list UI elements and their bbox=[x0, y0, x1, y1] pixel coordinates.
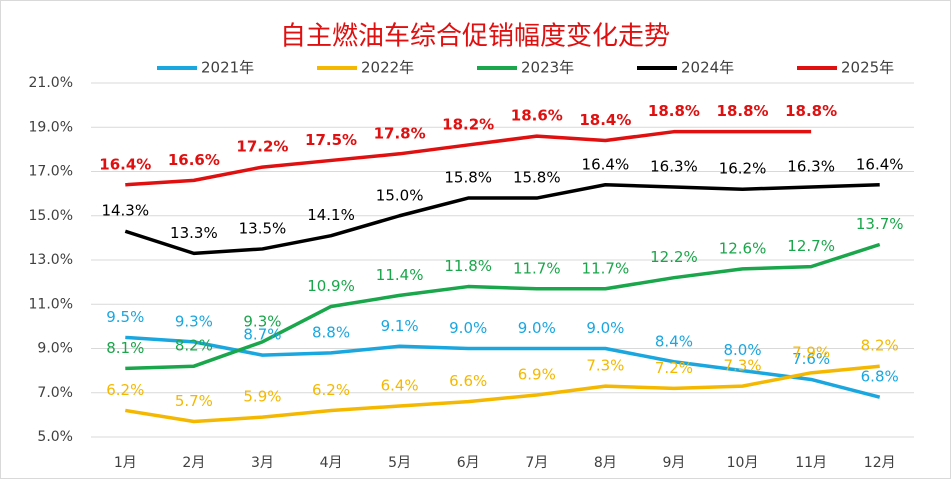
data-label: 10.9% bbox=[307, 277, 355, 295]
data-label: 18.4% bbox=[579, 111, 631, 129]
x-tick-label: 1月 bbox=[114, 455, 137, 471]
y-tick-label: 7.0% bbox=[37, 385, 73, 401]
legend-label: 2024年 bbox=[681, 59, 734, 77]
data-label: 5.7% bbox=[175, 392, 213, 410]
x-tick-label: 2月 bbox=[182, 455, 205, 471]
data-label: 16.3% bbox=[650, 157, 698, 175]
data-label: 13.3% bbox=[170, 224, 218, 242]
x-tick-label: 6月 bbox=[457, 455, 480, 471]
data-label: 8.1% bbox=[106, 339, 144, 357]
data-label: 17.2% bbox=[236, 138, 288, 156]
data-label: 18.2% bbox=[442, 115, 494, 133]
chart-title: 自主燃油车综合促销幅度变化走势 bbox=[280, 22, 670, 52]
series-line bbox=[125, 335, 881, 399]
data-label: 11.7% bbox=[582, 259, 630, 277]
data-label: 12.7% bbox=[787, 237, 835, 255]
x-tick-label: 8月 bbox=[594, 455, 617, 471]
data-label: 16.6% bbox=[168, 151, 220, 169]
data-label: 18.8% bbox=[717, 102, 769, 120]
y-tick-label: 21.0% bbox=[29, 75, 73, 91]
data-label: 13.7% bbox=[856, 215, 904, 233]
data-label: 9.0% bbox=[586, 319, 624, 337]
data-label: 9.1% bbox=[381, 317, 419, 335]
data-label: 17.5% bbox=[305, 131, 357, 149]
data-label: 18.8% bbox=[648, 102, 700, 120]
x-tick-label: 3月 bbox=[251, 455, 274, 471]
series-line bbox=[124, 183, 880, 256]
x-tick-label: 11月 bbox=[795, 455, 827, 471]
y-tick-label: 19.0% bbox=[29, 119, 73, 135]
data-label: 7.9% bbox=[792, 343, 830, 361]
data-label: 18.6% bbox=[511, 107, 563, 125]
data-label: 6.2% bbox=[106, 381, 144, 399]
y-tick-label: 5.0% bbox=[37, 429, 73, 445]
legend-label: 2021年 bbox=[201, 59, 254, 77]
x-tick-label: 7月 bbox=[525, 455, 548, 471]
data-label: 6.4% bbox=[381, 377, 419, 395]
x-tick-label: 5月 bbox=[388, 455, 411, 471]
data-label: 14.1% bbox=[307, 206, 355, 224]
series-line bbox=[125, 129, 812, 187]
data-label: 7.6% bbox=[792, 350, 830, 368]
data-label: 8.0% bbox=[723, 341, 761, 359]
data-label: 9.5% bbox=[106, 308, 144, 326]
data-label: 16.4% bbox=[856, 155, 904, 173]
data-label: 11.7% bbox=[513, 259, 561, 277]
data-label: 16.4% bbox=[582, 155, 630, 173]
series-line bbox=[125, 242, 881, 371]
data-label: 12.2% bbox=[650, 248, 698, 266]
x-tick-label: 4月 bbox=[320, 455, 343, 471]
data-label: 11.8% bbox=[444, 257, 492, 275]
x-tick-label: 12月 bbox=[864, 455, 896, 471]
data-label: 15.8% bbox=[513, 169, 561, 187]
data-label: 17.8% bbox=[374, 124, 426, 142]
x-tick-label: 10月 bbox=[727, 455, 759, 471]
data-label: 14.3% bbox=[101, 202, 149, 220]
data-label: 6.9% bbox=[518, 365, 556, 383]
data-label: 6.8% bbox=[861, 368, 899, 386]
data-label: 5.9% bbox=[243, 388, 281, 406]
data-label: 6.2% bbox=[312, 381, 350, 399]
data-label: 16.4% bbox=[99, 155, 151, 173]
data-label: 8.2% bbox=[175, 337, 213, 355]
data-label: 18.8% bbox=[785, 102, 837, 120]
data-label: 7.2% bbox=[655, 359, 693, 377]
data-label: 6.6% bbox=[449, 372, 487, 390]
data-label: 9.0% bbox=[518, 319, 556, 337]
y-tick-label: 9.0% bbox=[37, 341, 73, 357]
data-label: 16.3% bbox=[787, 157, 835, 175]
data-label: 9.3% bbox=[243, 312, 281, 330]
y-tick-label: 17.0% bbox=[29, 164, 73, 180]
data-label: 9.3% bbox=[175, 312, 213, 330]
data-label: 7.3% bbox=[586, 357, 624, 375]
data-label: 16.2% bbox=[719, 160, 767, 178]
data-label: 7.3% bbox=[723, 357, 761, 375]
legend-label: 2022年 bbox=[361, 59, 414, 77]
y-tick-label: 13.0% bbox=[29, 252, 73, 268]
data-label: 8.7% bbox=[243, 326, 281, 344]
data-label: 12.6% bbox=[719, 239, 767, 257]
legend-label: 2023年 bbox=[521, 59, 574, 77]
data-label: 8.4% bbox=[655, 332, 693, 350]
legend-label: 2025年 bbox=[841, 59, 894, 77]
x-tick-label: 9月 bbox=[662, 455, 685, 471]
data-label: 13.5% bbox=[239, 219, 287, 237]
data-label: 15.0% bbox=[376, 186, 424, 204]
data-label: 15.8% bbox=[444, 169, 492, 187]
y-tick-label: 15.0% bbox=[29, 208, 73, 224]
data-label: 8.8% bbox=[312, 323, 350, 341]
series-line bbox=[125, 364, 880, 424]
y-tick-label: 11.0% bbox=[29, 296, 73, 312]
data-label: 9.0% bbox=[449, 319, 487, 337]
data-label: 8.2% bbox=[861, 337, 899, 355]
data-label: 11.4% bbox=[376, 266, 424, 284]
